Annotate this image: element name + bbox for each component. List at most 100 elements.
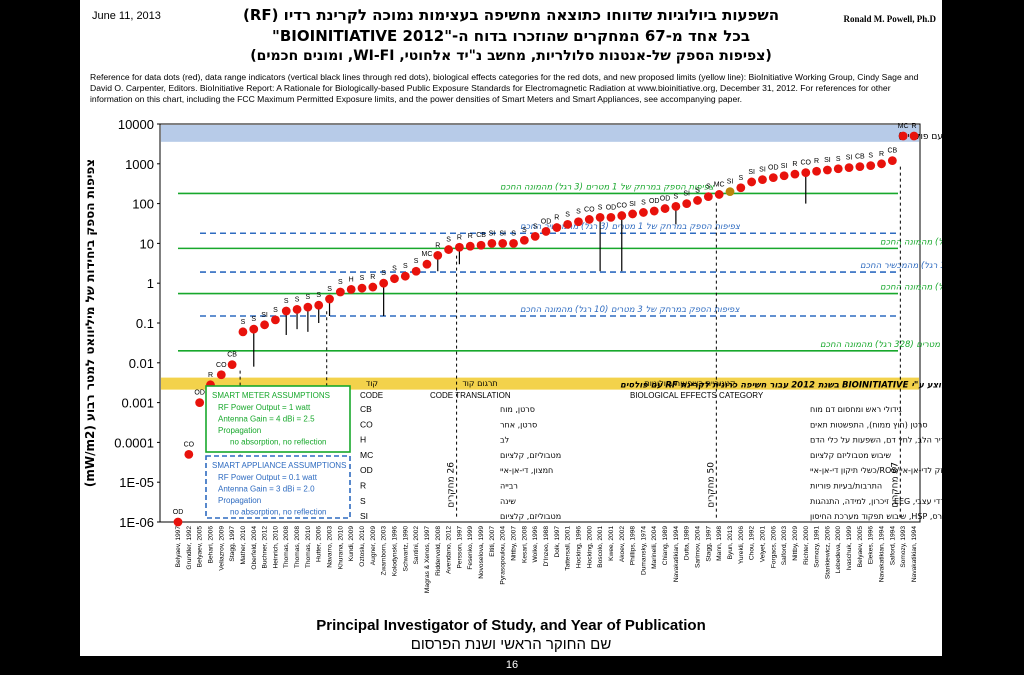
- effect-code: S: [338, 279, 343, 286]
- effect-code: SI: [727, 179, 734, 186]
- data-point: [855, 162, 865, 172]
- x-tick-label: Ivaschuk, 1999: [846, 526, 853, 571]
- data-point: [801, 168, 811, 178]
- data-point: [887, 156, 897, 166]
- data-point: [606, 213, 616, 222]
- effect-code: CO: [184, 441, 195, 448]
- x-tick-label: Stagg, 1997: [705, 526, 712, 562]
- code-table-category: לבבי, שריר הלב, לחץ דם, השפעות על כלי הד…: [810, 436, 942, 445]
- x-tick-label: Buchner, 2012: [262, 526, 269, 569]
- y-tick-label: 100: [132, 197, 154, 212]
- effect-code: S: [446, 237, 451, 244]
- fcc-band-label: צפיפות התדרים המקסימלית המותרת לחשיפה למ…: [898, 132, 942, 142]
- x-tick-label: Oberfeld, 2004: [251, 526, 258, 570]
- x-tick-label: Magras & Xenos, 1997: [424, 526, 431, 593]
- smart-appliance-line-label: צפיפות הספק במרחק של 3 מטרים (10 רגל) מה…: [860, 261, 942, 271]
- effect-code: S: [868, 153, 873, 160]
- effect-code: SI: [759, 167, 766, 174]
- effect-code: S: [403, 263, 408, 270]
- data-point: [725, 187, 735, 197]
- effect-code: CB: [476, 232, 486, 239]
- x-tick-label: Novoselova, 1999: [478, 526, 485, 579]
- code-table-header: קטגוריית השפעות ביולוגיות: [645, 379, 736, 388]
- effect-code: S: [533, 223, 538, 230]
- effect-code: SI: [781, 163, 788, 170]
- data-point: [823, 165, 832, 175]
- x-tick-label: Dutta, 1989: [684, 526, 691, 560]
- effect-code: MC: [898, 123, 909, 130]
- code-table-header: קוד: [366, 379, 379, 388]
- x-tick-label: Boscolo, 2001: [597, 526, 604, 568]
- x-tick-label: Mather, 2010: [240, 526, 247, 565]
- data-point: [617, 211, 627, 220]
- data-point: [433, 250, 443, 260]
- y-tick-label: 1E-05: [119, 475, 154, 490]
- x-tick-label: Forgacs, 2006: [770, 526, 777, 568]
- effect-code: S: [738, 175, 743, 182]
- data-point: [173, 517, 183, 527]
- effect-code: R: [468, 233, 473, 240]
- x-tick-label: Richter, 2000: [803, 526, 810, 565]
- data-point: [184, 449, 194, 459]
- data-point: [747, 177, 757, 187]
- effect-code: S: [316, 292, 321, 299]
- x-tick-label: Navakatikian, 1994: [673, 526, 680, 582]
- x-tick-label: Oztoslu, 2010: [359, 526, 366, 567]
- x-tick-label: Zwamborn, 2003: [381, 526, 388, 576]
- smart-appliance-box-title: SMART APPLIANCE ASSUMPTIONS: [212, 461, 346, 470]
- x-tick-label: Behari, 2006: [207, 526, 214, 564]
- x-tick-label: Kolodynski, 1996: [391, 526, 398, 577]
- code-table-category: גידולי ראש ומחסום דם מוח: [810, 405, 902, 414]
- data-point: [758, 175, 767, 185]
- effect-code: SI: [629, 201, 636, 208]
- x-tick-label: Belyaev, 2005: [197, 526, 204, 568]
- smart-appliance-box-line: Antenna Gain = 3 dBi = 2.0: [218, 485, 315, 494]
- slide: June 11, 2013 Ronald M. Powell, Ph.D השפ…: [80, 0, 942, 656]
- x-tick-label: Pyrasopoulou, 2004: [500, 526, 507, 585]
- y-tick-label: 1E-06: [119, 515, 154, 530]
- data-point: [379, 278, 389, 288]
- code-table-category: שיבוש מטבוליזם קלציום: [810, 451, 891, 460]
- x-tick-label: Grundler, 1992: [186, 526, 193, 570]
- study-count-label: 67 מחקרים: [890, 462, 900, 508]
- x-tick-label: Heinrich, 2010: [272, 526, 279, 569]
- x-tick-label: Stagg, 1997: [229, 526, 236, 562]
- smart-meter-box: SMART METER ASSUMPTIONS RF Power Output =…: [205, 385, 351, 453]
- data-point: [563, 220, 573, 229]
- author: Ronald M. Powell, Ph.D: [843, 14, 936, 24]
- effect-code: SI: [683, 191, 690, 198]
- data-point: [444, 245, 453, 254]
- smart-meter-box-line: no absorption, no reflection: [230, 438, 327, 447]
- effect-code: S: [360, 275, 365, 282]
- code-table-code: H: [360, 435, 366, 445]
- title-line-3: (צפיפות הספק של-אנטנות סלולריות, מחשב נ"…: [250, 48, 772, 64]
- data-point: [693, 196, 702, 205]
- effect-code: S: [674, 193, 679, 200]
- smart-meter-line-label: צפיפות הספק במרחק של 100 מטרים (328 רגל)…: [820, 340, 942, 350]
- effect-code: OD: [173, 509, 184, 516]
- effect-code: S: [251, 316, 256, 323]
- effect-code: S: [641, 199, 646, 206]
- code-table-category: חלבוני סטרס, HSP, שיבוש תפקוד מערכת החיס…: [810, 512, 942, 521]
- data-point: [714, 190, 724, 199]
- reference-text: Reference for data dots (red), data rang…: [90, 72, 919, 104]
- effect-code: R: [457, 234, 462, 241]
- data-point: [574, 217, 583, 227]
- code-table-translation: שינה: [500, 497, 516, 506]
- effect-code: SI: [846, 155, 853, 162]
- study-count-label: 50 מחקרים: [706, 462, 716, 508]
- x-tick-label: Thomas, 2008: [294, 526, 301, 568]
- x-axis-label-hebrew: שם החוקר הראשי ושנת הפרסום: [410, 636, 612, 653]
- code-table-header: תרגום קוד: [462, 379, 497, 388]
- effect-code: SI: [748, 169, 755, 176]
- x-tick-label: Augner, 2009: [370, 526, 377, 566]
- effect-code: CB: [887, 148, 897, 155]
- effect-code: S: [381, 270, 386, 277]
- x-tick-label: Salford, 1994: [889, 526, 896, 566]
- smart-appliance-box-line: no absorption, no reflection: [230, 508, 327, 517]
- x-tick-label: Somozy, 1993: [900, 526, 907, 568]
- effect-code: OD: [649, 198, 660, 205]
- x-tick-label: Wolke, 1996: [532, 526, 539, 563]
- data-point: [898, 131, 908, 141]
- data-point: [400, 271, 410, 281]
